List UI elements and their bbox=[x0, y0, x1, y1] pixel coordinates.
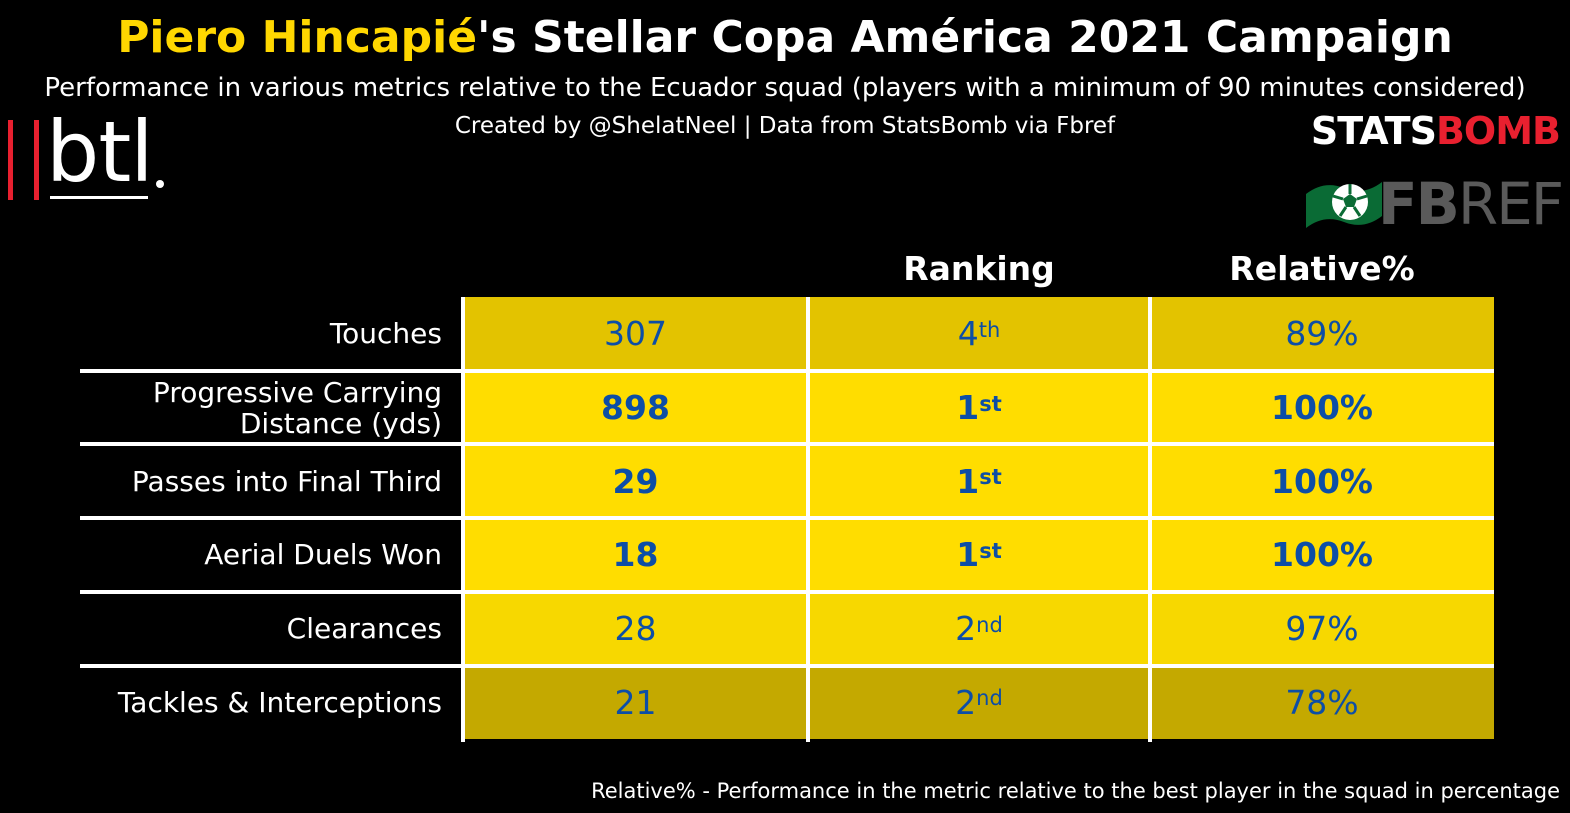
fbref-logo-text: FBREF bbox=[1378, 170, 1564, 238]
ranking-cell-text: 1 bbox=[956, 388, 980, 428]
row-label-text: Tackles & Interceptions bbox=[117, 685, 442, 719]
column-separator bbox=[461, 297, 465, 742]
ranking-cell-text: 2 bbox=[955, 609, 977, 649]
ranking-cell-text: 4 bbox=[957, 314, 979, 354]
btl-logo-dot bbox=[156, 180, 164, 188]
row-separator bbox=[80, 442, 1494, 447]
statsbomb-logo-white: STATS bbox=[1310, 109, 1437, 153]
value-cell: 29 bbox=[463, 444, 808, 519]
relative-cell-text: 97% bbox=[1285, 609, 1359, 649]
row-label: Passes into Final Third bbox=[80, 444, 442, 518]
relative-cell: 97% bbox=[1150, 591, 1494, 666]
row-separator bbox=[80, 663, 1494, 668]
credit-line: Created by @ShelatNeel | Data from Stats… bbox=[454, 113, 1116, 139]
row-label-line: Progressive Carrying bbox=[152, 375, 442, 409]
value-cell: 21 bbox=[463, 665, 808, 740]
value-cell-text: 307 bbox=[604, 314, 667, 354]
fbref-flag-icon bbox=[1306, 182, 1382, 228]
btl-logo: btl bbox=[6, 106, 176, 204]
fbref-logo: FBREF bbox=[1304, 172, 1564, 236]
row-label: Clearances bbox=[80, 592, 442, 666]
column-separator bbox=[1148, 297, 1152, 742]
value-cell: 18 bbox=[463, 518, 808, 592]
value-cell: 898 bbox=[463, 370, 808, 445]
footnote: Relative% - Performance in the metric re… bbox=[591, 779, 1560, 803]
relative-cell-text: 89% bbox=[1285, 314, 1359, 354]
row-label-text: Aerial Duels Won bbox=[204, 538, 442, 572]
row-separator bbox=[80, 368, 1494, 373]
value-cell-text: 28 bbox=[614, 609, 657, 649]
ranking-cell-text: 2 bbox=[955, 682, 977, 722]
row-label: Touches bbox=[80, 297, 442, 371]
btl-logo-underline bbox=[50, 196, 148, 199]
value-cell: 307 bbox=[463, 297, 808, 371]
relative-cell: 100% bbox=[1150, 518, 1494, 592]
row-label: Progressive Carrying Distance (yds) bbox=[80, 371, 442, 445]
btl-logo-bar-left bbox=[8, 120, 13, 200]
relative-cell: 89% bbox=[1150, 297, 1494, 371]
column-separator bbox=[806, 297, 810, 742]
row-label-text: Touches bbox=[329, 317, 442, 351]
row-label: Aerial Duels Won bbox=[80, 518, 442, 592]
fbref-logo-light: REF bbox=[1457, 170, 1564, 238]
fbref-logo-bold: FB bbox=[1378, 170, 1460, 238]
row-label-line: Distance (yds) bbox=[239, 406, 442, 440]
statsbomb-logo-red: BOMB bbox=[1435, 109, 1561, 153]
relative-cell-text: 78% bbox=[1285, 682, 1359, 722]
ranking-cell-text: 1 bbox=[956, 461, 980, 501]
value-cell-text: 18 bbox=[612, 535, 659, 575]
row-label-text: Passes into Final Third bbox=[131, 464, 442, 498]
row-label-text: Clearances bbox=[286, 612, 442, 646]
row-label-text: Progressive Carrying Distance (yds) bbox=[153, 377, 442, 439]
title-rest: 's Stellar Copa América 2021 Campaign bbox=[477, 12, 1453, 63]
value-cell-text: 21 bbox=[614, 682, 657, 722]
relative-cell: 100% bbox=[1150, 444, 1494, 519]
row-label: Tackles & Interceptions bbox=[80, 666, 442, 740]
column-header-relative: Relative% bbox=[1229, 249, 1415, 288]
relative-cell-text: 100% bbox=[1271, 535, 1373, 575]
relative-cell: 100% bbox=[1150, 370, 1494, 445]
value-cell: 28 bbox=[463, 591, 808, 666]
relative-cell-text: 100% bbox=[1271, 461, 1373, 501]
title-player-name: Piero Hincapié bbox=[117, 12, 478, 63]
btl-logo-word: btl bbox=[46, 103, 154, 201]
statsbomb-logo: STATSBOMB bbox=[1310, 108, 1561, 154]
column-header-ranking: Ranking bbox=[903, 249, 1055, 288]
row-separator bbox=[80, 589, 1494, 594]
ranking-cell-text: 1 bbox=[956, 535, 980, 575]
row-separator bbox=[80, 516, 1494, 521]
chart-subtitle: Performance in various metrics relative … bbox=[44, 73, 1526, 103]
relative-cell: 78% bbox=[1150, 665, 1494, 740]
value-cell-text: 898 bbox=[601, 388, 670, 428]
btl-logo-bar-right bbox=[34, 120, 39, 200]
chart-title: Piero Hincapié's Stellar Copa América 20… bbox=[0, 12, 1570, 64]
value-cell-text: 29 bbox=[612, 461, 659, 501]
relative-cell-text: 100% bbox=[1271, 388, 1373, 428]
